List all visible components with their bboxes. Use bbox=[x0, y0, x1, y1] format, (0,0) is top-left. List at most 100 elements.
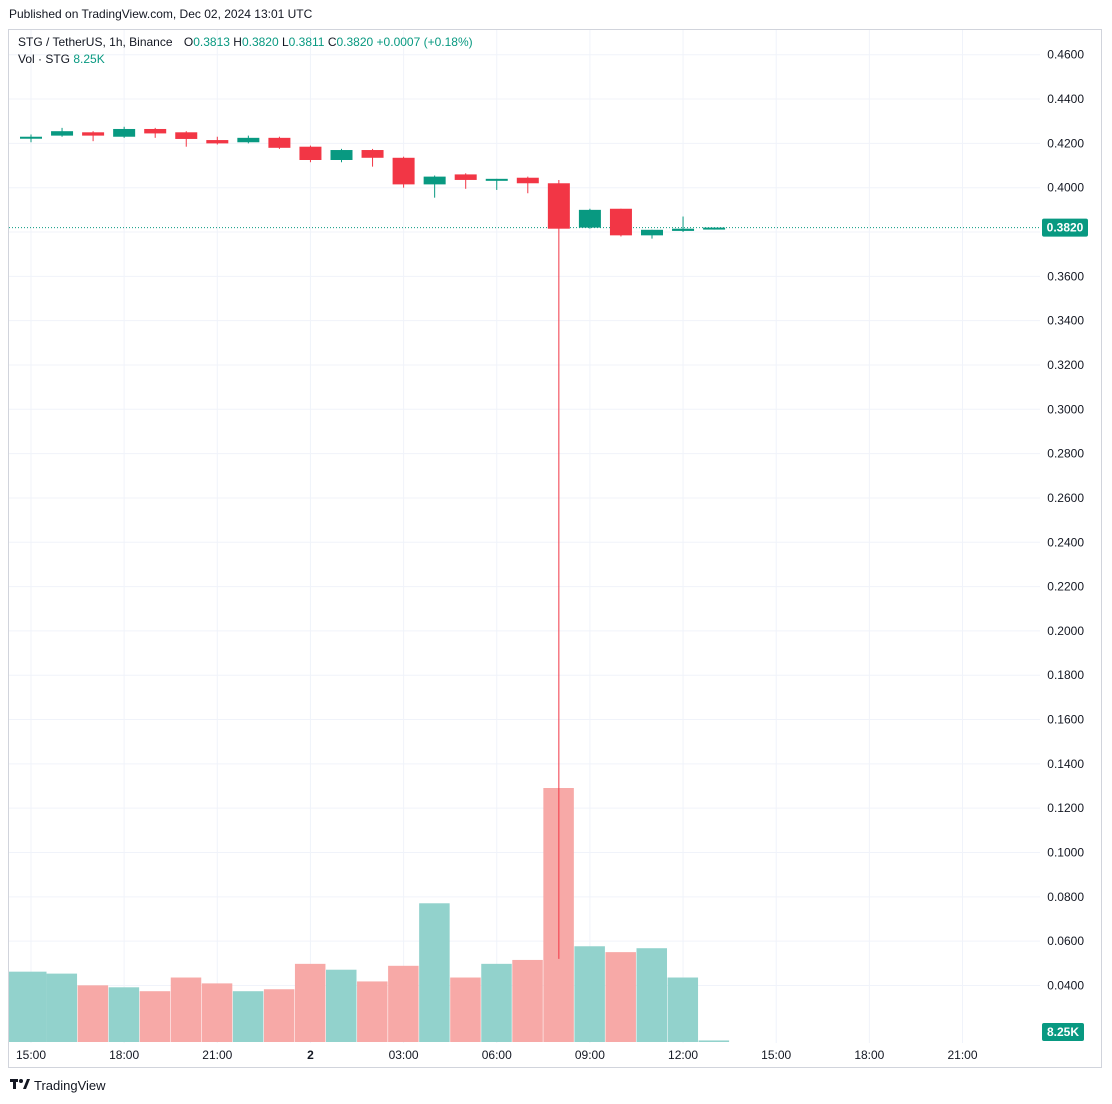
volume-tag bbox=[1042, 1023, 1084, 1041]
y-tick-label: 0.1400 bbox=[1047, 757, 1084, 771]
y-tick-label: 0.3200 bbox=[1047, 358, 1084, 372]
tradingview-logo-icon bbox=[10, 1078, 30, 1093]
ohlc-legend: STG / TetherUS, 1h, Binance O0.3813 H0.3… bbox=[18, 35, 473, 49]
volume-bar bbox=[450, 977, 481, 1042]
volume-bar bbox=[77, 985, 109, 1042]
volume-bar bbox=[108, 987, 140, 1042]
last-price-tag bbox=[1042, 218, 1088, 237]
volume-bar bbox=[419, 903, 450, 1042]
candle-body bbox=[454, 174, 477, 180]
candle-body bbox=[703, 227, 726, 230]
footer: TradingView bbox=[10, 1078, 106, 1093]
candle-body bbox=[175, 132, 198, 139]
candle-body bbox=[299, 146, 322, 160]
volume-bar bbox=[139, 991, 171, 1042]
y-tick-label: 0.3000 bbox=[1047, 402, 1084, 416]
change-value: +0.0007 (+0.18%) bbox=[376, 35, 473, 49]
candlesticks bbox=[20, 126, 726, 959]
candle-body bbox=[423, 176, 446, 185]
volume-bar bbox=[574, 946, 605, 1042]
y-tick-label: 0.4000 bbox=[1047, 181, 1084, 195]
chart-frame bbox=[8, 29, 1102, 1068]
y-tick-label: 0.1200 bbox=[1047, 801, 1084, 815]
y-tick-label: 0.2400 bbox=[1047, 535, 1084, 549]
x-tick-label: 21:00 bbox=[947, 1048, 977, 1062]
volume-bar bbox=[636, 948, 667, 1042]
volume-bar bbox=[698, 1040, 730, 1042]
candle-body bbox=[206, 140, 229, 144]
volume-label: Vol · STG bbox=[18, 52, 71, 66]
x-tick-label: 18:00 bbox=[854, 1048, 884, 1062]
volume-bar bbox=[357, 981, 388, 1042]
candle-body bbox=[51, 131, 74, 136]
x-tick-label: 21:00 bbox=[202, 1048, 232, 1062]
close-label: C bbox=[327, 35, 337, 49]
candle-body bbox=[641, 229, 663, 236]
y-tick-label: 0.4400 bbox=[1047, 92, 1084, 106]
volume-bar bbox=[294, 963, 326, 1042]
candle-body bbox=[547, 183, 570, 229]
candle-body bbox=[113, 128, 136, 137]
high-value: 0.3820 bbox=[241, 35, 279, 49]
price-axis: 0.46000.44000.42000.40000.38000.36000.34… bbox=[1042, 48, 1088, 1041]
y-tick-label: 0.4600 bbox=[1047, 48, 1084, 62]
candle-body bbox=[144, 128, 167, 134]
x-tick-label: 2 bbox=[307, 1048, 314, 1062]
y-tick-label: 0.2200 bbox=[1047, 580, 1084, 594]
volume-bar bbox=[326, 969, 357, 1042]
symbol-label: STG / TetherUS, 1h, Binance bbox=[18, 35, 173, 49]
volume-bars bbox=[9, 788, 730, 1042]
y-tick-label: 0.1800 bbox=[1047, 668, 1084, 682]
last-price-label: 0.3820 bbox=[1047, 221, 1084, 235]
x-tick-label: 15:00 bbox=[761, 1048, 791, 1062]
candle-body bbox=[672, 228, 695, 231]
low-value: 0.3811 bbox=[288, 35, 325, 49]
candle-body bbox=[485, 178, 508, 181]
volume-bar bbox=[388, 965, 419, 1042]
candle-body bbox=[609, 208, 632, 236]
y-tick-label: 0.0400 bbox=[1047, 978, 1084, 992]
close-value: 0.3820 bbox=[336, 35, 374, 49]
candle-body bbox=[237, 137, 260, 143]
volume-bar bbox=[481, 963, 512, 1042]
volume-bar bbox=[605, 952, 636, 1042]
high-label: H bbox=[233, 35, 242, 49]
y-tick-label: 0.1600 bbox=[1047, 713, 1084, 727]
y-tick-label: 0.0600 bbox=[1047, 934, 1084, 948]
open-label: O bbox=[183, 35, 194, 49]
volume-bar bbox=[46, 973, 78, 1042]
open-value: 0.3813 bbox=[193, 35, 230, 49]
volume-bar bbox=[512, 959, 543, 1042]
x-tick-label: 06:00 bbox=[482, 1048, 512, 1062]
low-label: L bbox=[281, 35, 289, 49]
x-tick-label: 12:00 bbox=[668, 1048, 698, 1062]
y-tick-label: 0.2800 bbox=[1047, 447, 1084, 461]
y-tick-label: 0.3600 bbox=[1047, 269, 1084, 283]
volume-bar bbox=[201, 983, 233, 1042]
y-tick-label: 0.4200 bbox=[1047, 136, 1084, 150]
candle-body bbox=[392, 157, 415, 185]
volume-bar bbox=[667, 977, 699, 1042]
candle-body bbox=[82, 132, 105, 136]
x-tick-label: 18:00 bbox=[109, 1048, 139, 1062]
y-tick-label: 0.3400 bbox=[1047, 314, 1084, 328]
candle-body bbox=[578, 209, 601, 228]
time-axis: 15:00 18:00 21:00 2 03:00 06:00 09:00 12:00 15:0… bbox=[16, 1048, 978, 1062]
volume-bar bbox=[9, 971, 47, 1042]
y-tick-label: 0.2600 bbox=[1047, 491, 1084, 505]
y-tick-label: 0.2000 bbox=[1047, 624, 1084, 638]
volume-value: 8.25K bbox=[73, 52, 105, 66]
published-caption: Published on TradingView.com, Dec 02, 20… bbox=[9, 7, 313, 21]
y-tick-label: 0.1000 bbox=[1047, 846, 1084, 860]
footer-brand: TradingView bbox=[34, 1078, 106, 1093]
candle-body bbox=[516, 177, 539, 184]
candle-body bbox=[268, 137, 291, 148]
volume-tag-label: 8.25K bbox=[1047, 1025, 1079, 1039]
volume-bar bbox=[263, 989, 295, 1042]
x-tick-label: 15:00 bbox=[16, 1048, 46, 1062]
x-tick-label: 09:00 bbox=[575, 1048, 605, 1062]
volume-legend: Vol · STG 8.25K bbox=[18, 52, 105, 66]
candle-body bbox=[20, 136, 42, 139]
volume-bar bbox=[170, 977, 202, 1042]
